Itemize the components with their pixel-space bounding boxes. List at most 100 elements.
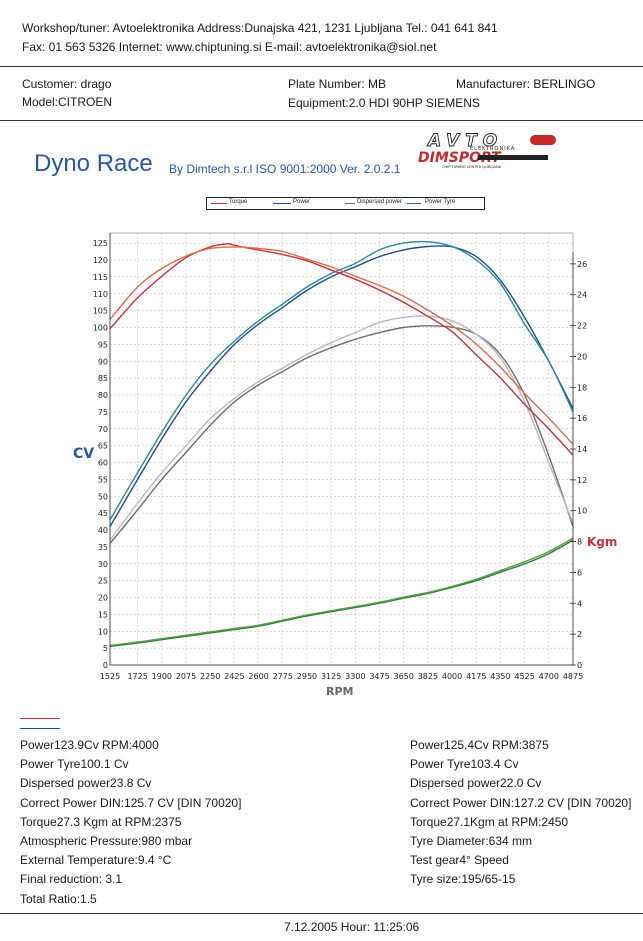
report-left-line: Dispersed power23.8 Cv <box>20 776 152 791</box>
svg-text:DIMSPORT: DIMSPORT <box>418 150 502 166</box>
x-tick-label: 1525 <box>100 672 120 681</box>
workshop-line: Workshop/tuner: Avtoelektronika Address:… <box>22 21 498 35</box>
series-line-power-tyre <box>109 537 574 647</box>
legend-dispersed: Dispersed power <box>357 199 403 205</box>
x-tick-label: 4350 <box>490 672 510 681</box>
y-left-tick-label: 40 <box>98 526 108 535</box>
report-right-line: Power125.4Cv RPM:3875 <box>410 738 549 752</box>
manufacturer-field: Manufacturer: BERLINGO <box>456 77 596 91</box>
report-right-line: Tyre size:195/65-15 <box>410 872 516 887</box>
series-line-torque <box>109 246 574 445</box>
y-left-tick-label: 100 <box>93 324 108 333</box>
report-left-line: Total Ratio:1.5 <box>20 891 97 906</box>
x-tick-label: 4175 <box>466 672 486 681</box>
y-left-tick-label: 120 <box>93 256 108 265</box>
header-divider <box>0 66 643 67</box>
series-line-power-tyre <box>109 539 574 648</box>
y-right-tick-label: 24 <box>577 291 587 300</box>
series-line-dispersed-power <box>109 325 574 544</box>
x-tick-label: 1725 <box>127 672 147 681</box>
x-tick-label: 3300 <box>345 672 365 681</box>
series-line-dispersed-power <box>109 315 574 541</box>
report-right-line: Power Tyre103.4 Cv <box>410 757 519 772</box>
x-axis-label: RPM <box>326 685 354 698</box>
y-left-tick-label: 10 <box>98 627 108 636</box>
y-left-tick-label: 25 <box>98 577 108 586</box>
x-tick-label: 2950 <box>297 672 317 681</box>
report-datetime: 7.12.2005 Hour: 11:25:06 <box>284 920 420 934</box>
x-tick-label: 2425 <box>224 672 244 681</box>
y-left-tick-label: 5 <box>103 644 108 653</box>
y-left-tick-label: 125 <box>93 239 108 248</box>
y-right-tick-label: 16 <box>577 414 587 423</box>
report-left-line: External Temperature:9.4 °C <box>20 853 172 868</box>
report-left-line: Power123.9Cv RPM:4000 <box>20 738 159 752</box>
y-left-tick-label: 55 <box>98 475 108 484</box>
customer-field: Customer: drago <box>22 77 112 91</box>
report-right-line: Torque27.1Kgm at RPM:2450 <box>410 814 569 829</box>
y-left-tick-label: 110 <box>93 290 108 299</box>
report-left-line: Correct Power DIN:125.7 CV [DIN 70020] <box>20 795 242 810</box>
legend-swatch-tyre <box>407 203 421 204</box>
chart-legend: Torque Power Dispersed power Power Tyre <box>206 197 485 210</box>
report-left-line: Torque27.3 Kgm at RPM:2375 <box>20 814 182 829</box>
y-right-tick-label: 20 <box>577 352 587 361</box>
y-right-tick-label: 0 <box>577 661 582 670</box>
report-right-line: Dispersed power22.0 Cv <box>410 776 542 791</box>
svg-text:AVTO: AVTO <box>426 131 503 151</box>
plate-field: Plate Number: MB <box>288 77 387 91</box>
series-line-power <box>109 240 574 521</box>
y-left-tick-label: 115 <box>93 273 108 282</box>
y-right-tick-label: 8 <box>577 538 582 547</box>
y-right-tick-label: 2 <box>577 630 582 639</box>
y-right-tick-label: 10 <box>577 507 587 516</box>
y-right-tick-label: 14 <box>577 445 587 454</box>
x-tick-label: 3825 <box>418 672 438 681</box>
chart-axes: 0510152025303540455055606570758085909510… <box>93 233 587 681</box>
x-tick-label: 4525 <box>514 672 534 681</box>
y-left-tick-label: 50 <box>98 492 108 501</box>
y-left-tick-label: 45 <box>98 509 108 518</box>
avtoelektronika-logo: AVTO ELEKTRONIKA DIMSPORT CHIP TUNING CE… <box>418 131 556 169</box>
footer-divider <box>0 913 643 914</box>
y-left-tick-label: 0 <box>103 661 108 670</box>
chart-series <box>109 240 574 648</box>
dyno-subtitle: By Dimtech s.r.l ISO 9001:2000 Ver. 2.0.… <box>169 162 401 176</box>
svg-text:ELEKTRONIKA: ELEKTRONIKA <box>470 146 515 152</box>
report-right-line: Test gear4° Speed <box>410 853 509 868</box>
svg-text:CHIP TUNING CENTER LJUBLJANA: CHIP TUNING CENTER LJUBLJANA <box>442 165 502 169</box>
x-tick-label: 3125 <box>321 672 341 681</box>
info-divider <box>0 120 643 121</box>
x-tick-label: 2250 <box>200 672 220 681</box>
x-tick-label: 4700 <box>539 672 559 681</box>
legend-power: Power <box>293 199 311 205</box>
y-left-tick-label: 60 <box>98 459 108 468</box>
y-right-tick-label: 26 <box>577 260 587 269</box>
report-torque-swatch <box>20 718 60 719</box>
y-left-tick-label: 80 <box>98 391 108 400</box>
dyno-title: Dyno Race <box>34 150 153 177</box>
y-right-tick-label: 4 <box>577 599 582 608</box>
y-left-tick-label: 35 <box>98 543 108 552</box>
y-right-tick-label: 6 <box>577 568 582 577</box>
legend-swatch-torque <box>211 203 227 204</box>
y-axis-left-label: CV <box>73 446 95 462</box>
dyno-chart: 0510152025303540455055606570758085909510… <box>93 232 587 681</box>
y-left-tick-label: 70 <box>98 425 108 434</box>
report-power-swatch <box>20 728 60 729</box>
x-tick-label: 2075 <box>176 672 196 681</box>
report-left-line: Power Tyre100.1 Cv <box>20 757 129 772</box>
x-tick-label: 1900 <box>152 672 172 681</box>
y-left-tick-label: 90 <box>98 357 108 366</box>
y-left-tick-label: 95 <box>98 340 108 349</box>
y-right-tick-label: 22 <box>577 322 587 331</box>
y-left-tick-label: 30 <box>98 560 108 569</box>
x-tick-label: 4000 <box>442 672 462 681</box>
y-right-tick-label: 12 <box>577 476 587 485</box>
model-field: Model:CITROEN <box>22 95 113 109</box>
y-left-tick-label: 105 <box>93 307 108 316</box>
legend-tyre: Power Tyre <box>425 199 456 205</box>
x-tick-label: 2600 <box>248 672 268 681</box>
report-right-line: Tyre Diameter:634 mm <box>410 834 533 848</box>
legend-torque: Torque <box>229 199 248 205</box>
